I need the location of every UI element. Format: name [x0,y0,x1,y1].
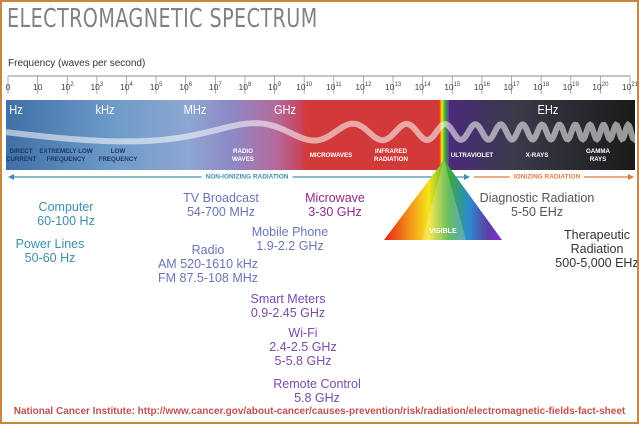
source-therapeutic-radiation: Therapeutic Radiation 500-5,000 EHz [555,228,639,270]
unit-ghz: GHz [273,102,297,117]
axis-tick-label: 1018 [533,82,550,92]
axis-tick-label: 1010 [296,82,313,92]
visible-prism-highlight [422,160,466,240]
wave-line [5,120,637,145]
non-ionizing-arrow-right-head [464,174,470,180]
band-infrared: INFRARED RADIATION [374,148,408,163]
unit-khz: kHz [95,102,115,117]
axis-tick-label: 103 [90,82,104,92]
band-microwaves: MICROWAVES [309,152,353,159]
axis-tick-label: 1013 [384,82,402,92]
axis-tick-label: 1015 [444,82,461,92]
source-wifi: Wi-Fi 2.4-2.5 GHz 5-5.8 GHz [269,326,337,368]
band-gamma: GAMMA RAYS [585,148,611,163]
axis-tick-label: 1016 [473,82,490,92]
ionizing-arrow-head [628,174,634,180]
non-ionizing-label: NON-IONIZING RADIATION [201,173,293,181]
unit-mhz: MHz [183,102,207,117]
source-citation: National Cancer Institute: http://www.ca… [13,406,626,417]
source-radio: Radio AM 520-1610 kHz FM 87.5-108 MHz [157,243,259,285]
axis-tick-label: 1014 [414,82,431,92]
axis-tick-label: 106 [179,82,193,92]
band-extremely-low: EXTREMELY LOW FREQUENCY [39,148,93,163]
axis-tick-label: 102 [60,82,74,92]
axis-tick-label: 107 [208,82,222,92]
axis-tick-label: 105 [149,82,163,92]
visible-sliver [439,100,449,170]
visible-label: VISIBLE [429,228,457,235]
axis-tick-label: 1021 [621,82,639,92]
band-radio: RADIO WAVES [232,148,254,163]
axis-tick-label: 104 [120,82,133,92]
source-remote-control: Remote Control 5.8 GHz [273,377,361,405]
frequency-axis-label: Frequency (waves per second) [8,58,146,69]
axis-tick-label: 1011 [325,82,342,92]
axis-tick-label: 1017 [503,82,520,92]
source-mobile-phone: Mobile Phone 1.9-2.2 GHz [251,225,329,253]
axis-tick-label: 1019 [562,82,579,92]
unit-ehz: EHz [537,102,559,117]
source-tv-broadcast: TV Broadcast 54-700 MHz [183,191,259,219]
source-diagnostic-radiation: Diagnostic Radiation 5-50 EHz [479,191,595,219]
axis-tick-label: 10 [32,82,43,92]
visible-prism [384,160,502,240]
axis-tick-label: 1012 [355,82,372,92]
unit-hz: Hz [9,102,23,117]
source-smart-meters: Smart Meters 0.9-2.45 GHz [250,292,326,320]
axis-tick-label: 1020 [592,82,609,92]
band-xrays: X-RAYS [525,152,549,159]
band-ultraviolet: ULTRAVIOLET [450,152,494,159]
source-computer: Computer 60-100 Hz [37,200,95,228]
axis-tick-label: 0 [5,82,11,92]
band-direct-current: DIRECT CURRENT [6,148,37,163]
axis-tick-label: 108 [238,82,252,92]
axis-tick-marks [7,76,631,94]
ionizing-label: IONIZING RADIATION [509,173,585,181]
axis-tick-label: 109 [268,82,281,92]
non-ionizing-arrow-left-head [8,174,14,180]
ionizing-band [449,100,635,170]
source-microwave: Microwave 3-30 GHz [305,191,365,219]
page-title: ELECTROMAGNETIC SPECTRUM [7,4,318,34]
band-low: LOW FREQUENCY [98,148,138,163]
source-power-lines: Power Lines 50-60 Hz [15,237,85,265]
